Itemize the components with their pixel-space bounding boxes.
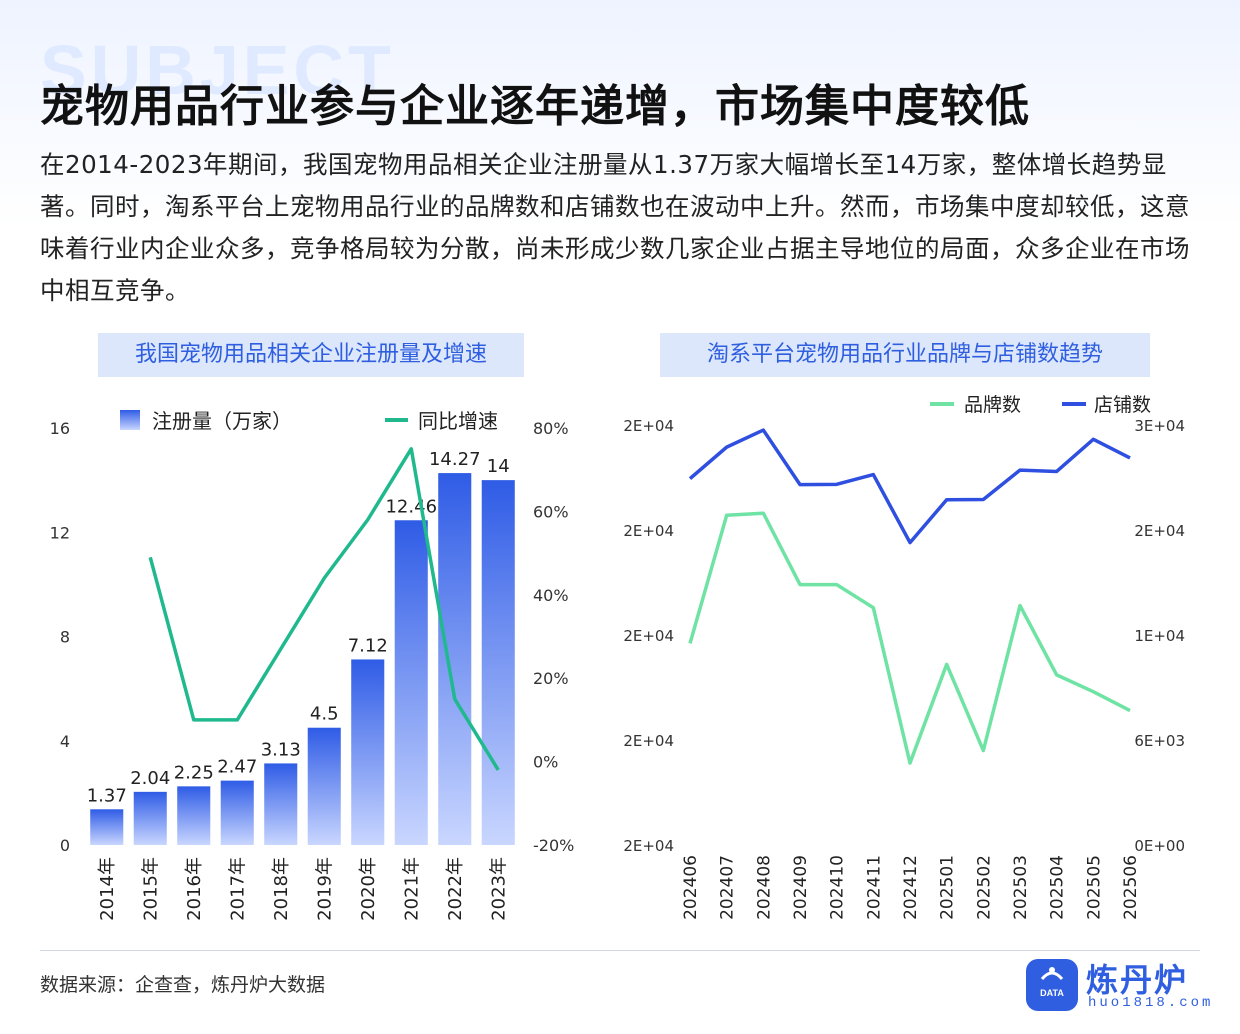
x-tick-label: 202408 [754,855,774,920]
right-axis-tick: 80% [533,419,569,438]
left-axis-tick: 2E+04 [623,627,674,645]
right-axis-tick: 0E+00 [1134,837,1185,855]
bar-2015年 [133,791,167,845]
x-tick-label: 202407 [718,855,738,920]
left-axis-tick: 2E+04 [623,732,674,750]
x-tick-label: 202502 [974,855,994,920]
right-axis-tick: 6E+03 [1134,732,1185,750]
x-tick-label: 2017年 [227,857,248,921]
right-axis-tick: 2E+04 [1134,522,1185,540]
bar-value-label: 2.47 [217,757,257,778]
x-tick-label: 2015年 [140,857,161,921]
bar-2021年 [394,520,428,845]
page-title: 宠物用品行业参与企业逐年递增，市场集中度较低 [40,81,1030,132]
brand-store-chart: 2E+04 2E+04 2E+04 2E+04 2E+04 0E+00 6E+03 1E+04… [623,394,1185,920]
bar-value-label: 4.5 [310,704,339,725]
logo-name: 炼丹炉 [1086,961,1189,999]
bar-value-label: 2.04 [130,768,170,789]
left-axis-tick: 8 [60,628,70,647]
footer-divider [40,950,1200,951]
intro-paragraph: 在2014-2023年期间，我国宠物用品相关企业注册量从1.37万家大幅增长至1… [40,150,1190,305]
right-axis-tick: 0% [533,753,558,772]
bar-value-label: 3.13 [261,739,301,760]
bar-value-label: 7.12 [348,635,388,656]
chart1-title: 我国宠物用品相关企业注册量及增速 [98,333,524,377]
x-tick-label: 2014年 [97,857,118,921]
bar-2014年 [90,809,124,845]
left-axis-tick: 2E+04 [623,522,674,540]
bar-2018年 [264,763,298,845]
bar-2023年 [481,480,515,845]
x-tick-label: 2020年 [358,857,379,921]
bar-2022年 [438,473,472,845]
left-axis-tick: 4 [60,732,70,751]
x-tick-label: 202406 [681,855,701,920]
right-axis-tick: 3E+04 [1134,417,1185,435]
x-tick-label: 202409 [791,855,811,920]
bar-value-label: 1.37 [87,785,127,806]
left-axis-tick: 0 [60,836,70,855]
x-tick-label: 202501 [938,855,958,920]
brand-logo: DATA 炼丹炉 huo1818.com [1026,955,1210,1017]
right-axis-tick: 40% [533,586,569,605]
right-axis-tick: -20% [533,836,574,855]
x-tick-label: 2021年 [401,857,422,921]
registration-chart: 0 4 8 12 16 -20% 0% 20% 40% 60% 80% 注册量（万家） 同比增速 1.37… [50,409,575,921]
logo-url: huo1818.com [1088,995,1214,1011]
x-tick-label: 202504 [1048,855,1068,920]
x-tick-label: 202506 [1121,855,1141,920]
bar-value-label: 12.46 [385,496,437,517]
right-axis-tick: 60% [533,502,569,521]
x-tick-label: 2019年 [314,857,335,921]
bar-value-label: 2.25 [174,762,214,783]
data-source: 数据来源：企查查，炼丹炉大数据 [40,974,326,996]
x-tick-label: 202410 [828,855,848,920]
left-axis-tick: 2E+04 [623,417,674,435]
bar-2017年 [220,780,254,845]
x-tick-label: 202412 [901,855,921,920]
x-tick-label: 202503 [1011,855,1031,920]
x-tick-label: 202411 [864,855,884,920]
x-tick-label: 202505 [1084,855,1104,920]
legend-store-label: 店铺数 [1094,394,1151,416]
logo-icon: DATA [1026,959,1078,1011]
bar-value-label: 14 [487,456,510,477]
x-tick-label: 2023年 [488,857,509,921]
x-tick-label: 2016年 [184,857,205,921]
legend-bar-label: 注册量（万家） [152,409,292,433]
bar-2020年 [351,659,385,845]
growth-line [148,447,500,771]
legend-brand-label: 品牌数 [964,394,1021,416]
left-axis-tick: 12 [50,523,70,542]
x-tick-label: 2018年 [271,857,292,921]
bar-2016年 [177,786,211,845]
left-axis-tick: 16 [50,419,70,438]
brand-line [688,511,1131,765]
right-axis-tick: 20% [533,669,569,688]
chart2-title: 淘系平台宠物用品行业品牌与店铺数趋势 [660,333,1150,377]
logo-badge: DATA [1040,988,1064,998]
right-axis-tick: 1E+04 [1134,627,1185,645]
legend-bar-swatch [120,410,140,430]
legend-line-label: 同比增速 [418,409,498,433]
bar-2019年 [307,727,341,845]
left-axis-tick: 2E+04 [623,837,674,855]
bar-value-label: 14.27 [429,449,481,470]
x-tick-label: 2022年 [445,857,466,921]
background-watermark-word: SUBJECT [40,31,395,109]
store-line [688,428,1131,545]
